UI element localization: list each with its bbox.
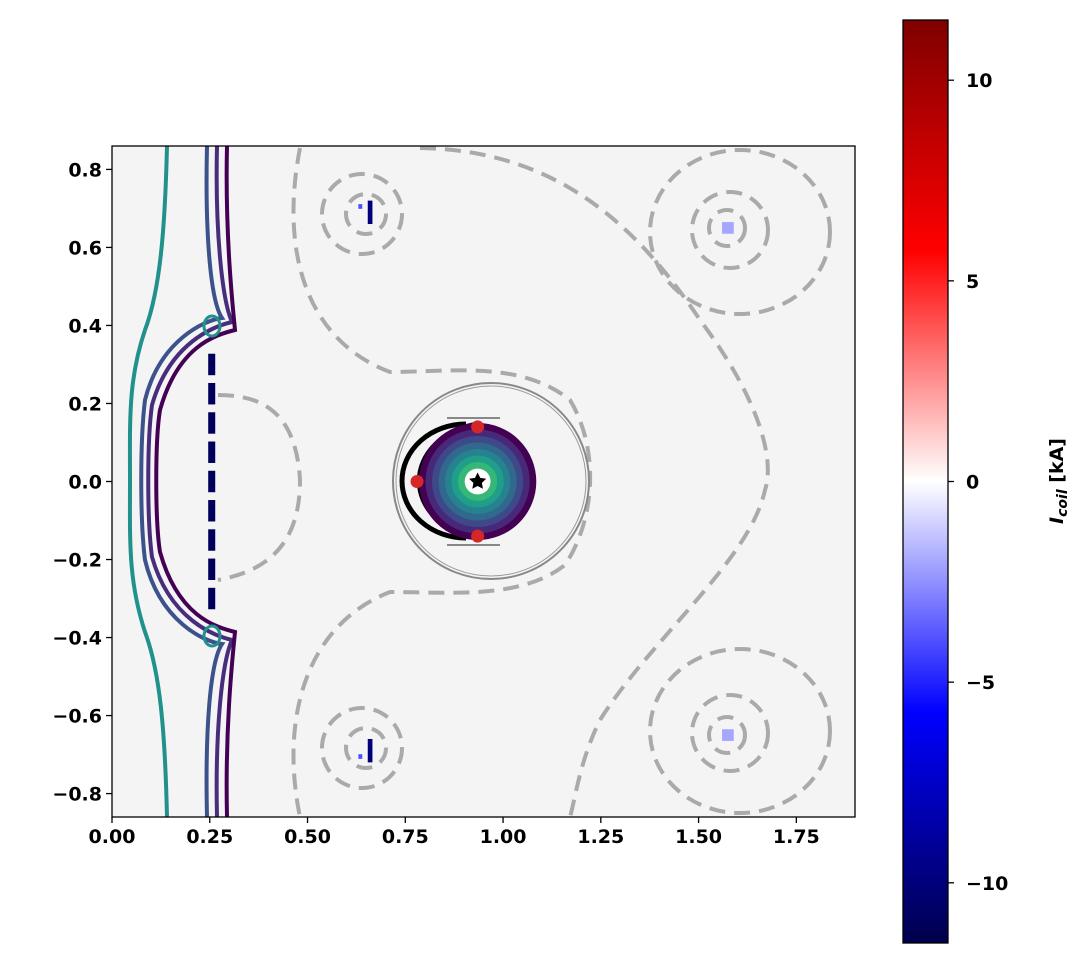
flux-contour-dashed xyxy=(320,706,404,790)
colorbar-tick-label: 10 xyxy=(966,70,992,92)
flux-contour-dashed xyxy=(707,715,747,755)
colorbar-axis: −10 −5 0 5 10 xyxy=(948,70,1008,895)
colorbar xyxy=(902,19,949,944)
x-tick-label: 1.50 xyxy=(675,826,722,848)
plasma-flux-surface xyxy=(438,442,517,521)
y-tick-label: 0.2 xyxy=(68,393,102,415)
magnetic-axis-star-icon xyxy=(469,472,487,489)
flux-contour-dashed xyxy=(320,172,404,256)
y-tick-label: −0.8 xyxy=(52,784,102,806)
vacuum-vessel xyxy=(392,382,590,580)
x-point-marker xyxy=(471,529,485,543)
colorbar-tick-label: 0 xyxy=(966,472,979,494)
flux-contour-dashed xyxy=(217,393,303,582)
x-tick-label: 0.50 xyxy=(284,826,331,848)
colorbar-tick-label: −10 xyxy=(966,873,1008,895)
x-tick-label: 1.00 xyxy=(480,826,527,848)
colorbar-tick-label: −5 xyxy=(966,672,995,694)
x-axis: 0.00 0.25 0.50 0.75 1.00 1.25 1.50 1.75 xyxy=(89,817,820,848)
dashed-flux-contours xyxy=(217,146,832,817)
coil-cs xyxy=(208,412,216,434)
flux-contour-solid xyxy=(139,146,226,817)
coil-cs xyxy=(208,529,216,551)
flux-contour-solid xyxy=(202,624,222,648)
flux-contour-dashed xyxy=(291,147,593,817)
coil-cs xyxy=(208,353,216,376)
flux-contour-solid xyxy=(154,146,238,817)
y-axis: −0.8 −0.6 −0.4 −0.2 0.0 0.2 0.4 0.6 0.8 xyxy=(52,159,112,806)
y-tick-label: 0.8 xyxy=(68,159,102,181)
flux-contour-dashed xyxy=(648,148,832,316)
coil-cs xyxy=(208,441,216,463)
y-tick-label: −0.4 xyxy=(52,628,102,650)
x-point-marker xyxy=(471,420,485,434)
coil-pf1la xyxy=(358,754,363,759)
coil-cs xyxy=(208,470,216,493)
flux-contour-dashed xyxy=(690,693,770,773)
flux-contour-dashed xyxy=(648,647,832,815)
plasma-flux-surface xyxy=(445,448,511,515)
flux-contour-solid xyxy=(127,146,169,817)
x-tick-label: 1.75 xyxy=(773,826,820,848)
x-tick-label: 0.75 xyxy=(382,826,429,848)
coil-cs xyxy=(208,382,216,405)
flux-contour-dashed xyxy=(344,726,388,770)
x-point-markers xyxy=(410,420,485,543)
y-tick-label: −0.2 xyxy=(52,550,102,572)
coil-pf1u xyxy=(367,200,373,225)
plasma-flux-surface xyxy=(458,461,498,502)
colorbar-tick-label: 5 xyxy=(966,271,979,293)
limiter-arc-left xyxy=(399,421,467,541)
coil-pf2u xyxy=(722,222,734,234)
coil-pf1l xyxy=(367,738,373,763)
y-tick-label: 0.0 xyxy=(68,472,102,494)
flux-contour-dashed xyxy=(690,190,770,270)
plasma-flux-surface xyxy=(451,455,504,508)
x-point-marker xyxy=(410,475,424,488)
x-tick-label: 0.25 xyxy=(186,826,233,848)
coils xyxy=(208,200,734,763)
x-tick-label: 0.00 xyxy=(89,826,136,848)
flux-contour-solid xyxy=(146,146,235,817)
coil-pf2l xyxy=(722,729,734,741)
coil-cs xyxy=(208,558,216,581)
colorbar-label: Icoil [kA] xyxy=(1046,438,1071,524)
x-tick-label: 1.25 xyxy=(577,826,624,848)
y-tick-label: 0.4 xyxy=(68,315,102,337)
flux-contour-dashed xyxy=(707,208,747,248)
coil-pf1ua xyxy=(358,204,363,209)
y-tick-label: 0.6 xyxy=(68,237,102,259)
flux-contour-dashed xyxy=(344,192,388,236)
vacuum-vessel-inner xyxy=(395,385,587,577)
flux-contour-solid xyxy=(202,314,222,338)
solenoid-flux-contours xyxy=(127,146,238,817)
plot-area xyxy=(127,146,832,817)
y-tick-label: −0.6 xyxy=(52,706,102,728)
coil-cs xyxy=(208,587,216,610)
plasma-flux-surface xyxy=(432,435,524,528)
coil-cs xyxy=(208,500,216,522)
